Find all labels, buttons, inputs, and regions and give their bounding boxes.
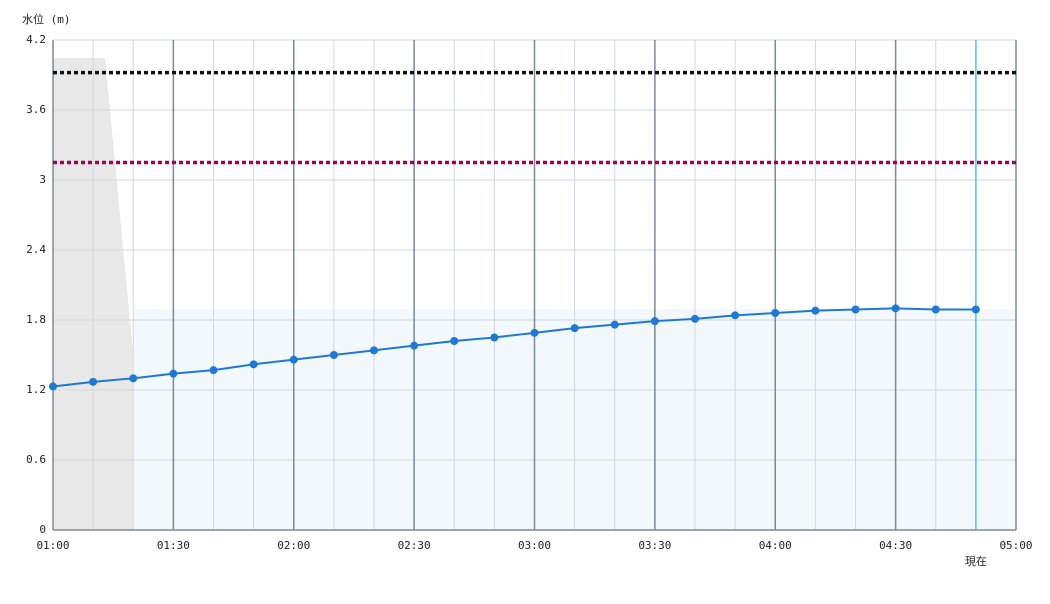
data-point <box>370 346 378 355</box>
data-point <box>931 305 940 314</box>
x-tick-label: 02:00 <box>277 539 310 552</box>
data-line <box>52 307 976 388</box>
x-tick-label: 05:00 <box>999 539 1032 552</box>
y-tick-label: 0.6 <box>26 453 46 466</box>
data-point <box>249 360 258 369</box>
data-point <box>169 369 178 378</box>
data-point <box>851 305 860 314</box>
data-point <box>129 374 138 383</box>
x-tick-label: 01:30 <box>157 539 190 552</box>
data-point <box>450 337 459 345</box>
x-tick-label: 01:00 <box>36 539 69 552</box>
y-tick-label: 3 <box>39 173 46 186</box>
data-point <box>209 366 218 375</box>
x-tick-label: 04:30 <box>879 539 912 552</box>
y-tick-label: 0 <box>39 523 46 536</box>
x-tick-label: 03:00 <box>518 539 551 552</box>
y-tick-label: 4.2 <box>26 33 46 46</box>
data-point <box>89 377 98 386</box>
data-point <box>410 341 419 350</box>
data-point <box>610 320 619 329</box>
y-tick-label: 1.2 <box>26 383 46 396</box>
y-tick-label: 3.6 <box>26 103 46 116</box>
data-point <box>530 328 539 337</box>
data-point <box>49 382 57 391</box>
x-tick-label: 04:00 <box>759 539 792 552</box>
data-point <box>971 305 980 314</box>
data-point <box>329 351 338 359</box>
data-point <box>771 309 780 317</box>
now-label: 現在 <box>965 555 987 568</box>
y-tick-label: 2.4 <box>26 243 46 256</box>
data-point <box>891 304 900 313</box>
data-point <box>490 333 499 342</box>
data-point <box>650 317 659 326</box>
x-tick-label: 03:30 <box>638 539 671 552</box>
data-point <box>289 355 298 364</box>
x-tick-label: 02:30 <box>398 539 431 552</box>
data-point <box>811 306 820 315</box>
shaded-region <box>53 58 150 530</box>
y-tick-label: 1.8 <box>26 313 46 326</box>
data-point <box>570 324 579 333</box>
y-axis-label: 水位 (m) <box>22 12 71 26</box>
data-point <box>691 314 699 323</box>
data-point <box>731 311 740 320</box>
